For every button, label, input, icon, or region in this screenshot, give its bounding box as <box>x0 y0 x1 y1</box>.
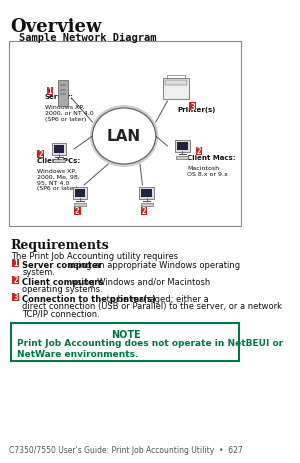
FancyBboxPatch shape <box>141 207 147 216</box>
Ellipse shape <box>92 109 156 165</box>
FancyBboxPatch shape <box>141 190 152 197</box>
Ellipse shape <box>90 106 158 168</box>
Text: 1: 1 <box>13 259 18 268</box>
FancyBboxPatch shape <box>46 88 53 96</box>
FancyBboxPatch shape <box>37 150 44 159</box>
Text: Connection to the printer(s): Connection to the printer(s) <box>22 294 156 303</box>
Text: 1: 1 <box>47 88 52 96</box>
FancyBboxPatch shape <box>12 276 19 284</box>
Text: direct connection (USB or Parallel) to the server, or a network: direct connection (USB or Parallel) to t… <box>22 302 282 311</box>
FancyBboxPatch shape <box>12 259 19 268</box>
Text: Requirements: Requirements <box>11 238 109 251</box>
Text: 2: 2 <box>75 207 80 216</box>
FancyBboxPatch shape <box>52 144 66 156</box>
FancyBboxPatch shape <box>176 156 188 159</box>
Text: Overview: Overview <box>11 18 102 36</box>
Text: 2: 2 <box>142 207 146 216</box>
FancyBboxPatch shape <box>60 94 66 96</box>
FancyBboxPatch shape <box>196 148 202 156</box>
Text: 2: 2 <box>197 147 202 156</box>
Text: NOTE: NOTE <box>111 330 141 340</box>
Text: Client PCs:: Client PCs: <box>37 158 80 163</box>
FancyBboxPatch shape <box>167 76 185 79</box>
Text: The Print Job Accounting utility requires: The Print Job Accounting utility require… <box>11 251 178 260</box>
Text: to be managed; either a: to be managed; either a <box>104 294 209 303</box>
Text: 2: 2 <box>13 276 18 285</box>
FancyBboxPatch shape <box>74 203 86 206</box>
Text: Sample Network Diagram: Sample Network Diagram <box>19 33 157 43</box>
Text: TCP/IP connection.: TCP/IP connection. <box>22 309 100 319</box>
Text: LAN: LAN <box>107 129 141 144</box>
Text: Client Macs:: Client Macs: <box>188 155 236 161</box>
Text: Client computers: Client computers <box>22 277 103 287</box>
FancyBboxPatch shape <box>60 85 66 87</box>
Text: 2: 2 <box>38 150 43 159</box>
Text: Windows XP,
2000, or NT 4.0
(SP6 or later): Windows XP, 2000, or NT 4.0 (SP6 or late… <box>45 105 94 121</box>
FancyBboxPatch shape <box>60 89 66 92</box>
Text: 3: 3 <box>190 102 195 111</box>
FancyBboxPatch shape <box>189 103 196 111</box>
Text: Server computer: Server computer <box>22 260 102 269</box>
FancyBboxPatch shape <box>140 188 154 200</box>
Text: Printer(s): Printer(s) <box>178 107 216 113</box>
Text: 3: 3 <box>13 293 18 302</box>
FancyBboxPatch shape <box>175 141 190 153</box>
FancyBboxPatch shape <box>163 78 189 99</box>
FancyBboxPatch shape <box>12 294 19 301</box>
FancyBboxPatch shape <box>74 207 81 216</box>
Text: C7350/7550 User's Guide: Print Job Accounting Utility  •  627: C7350/7550 User's Guide: Print Job Accou… <box>9 445 243 454</box>
FancyBboxPatch shape <box>9 42 241 226</box>
FancyBboxPatch shape <box>75 190 85 197</box>
FancyBboxPatch shape <box>165 81 187 86</box>
FancyBboxPatch shape <box>73 188 87 200</box>
Text: Windows XP,
2000, Me, 98,
95, NT 4.0
(SP6 or later): Windows XP, 2000, Me, 98, 95, NT 4.0 (SP… <box>37 169 80 191</box>
Text: Macintosh
OS 8.x or 9.x: Macintosh OS 8.x or 9.x <box>188 166 228 176</box>
Text: Server:: Server: <box>45 94 74 100</box>
FancyBboxPatch shape <box>141 203 153 206</box>
Text: system.: system. <box>22 268 55 277</box>
FancyBboxPatch shape <box>177 143 188 150</box>
Text: Print Job Accounting does not operate in NetBEUI or
NetWare environments.: Print Job Accounting does not operate in… <box>17 339 283 358</box>
FancyBboxPatch shape <box>58 81 68 106</box>
FancyBboxPatch shape <box>54 146 64 153</box>
FancyBboxPatch shape <box>53 160 65 162</box>
Text: operating systems.: operating systems. <box>22 285 103 294</box>
Text: using an appropriate Windows operating: using an appropriate Windows operating <box>66 260 240 269</box>
Text: using Windows and/or Macintosh: using Windows and/or Macintosh <box>69 277 210 287</box>
FancyBboxPatch shape <box>11 323 239 361</box>
